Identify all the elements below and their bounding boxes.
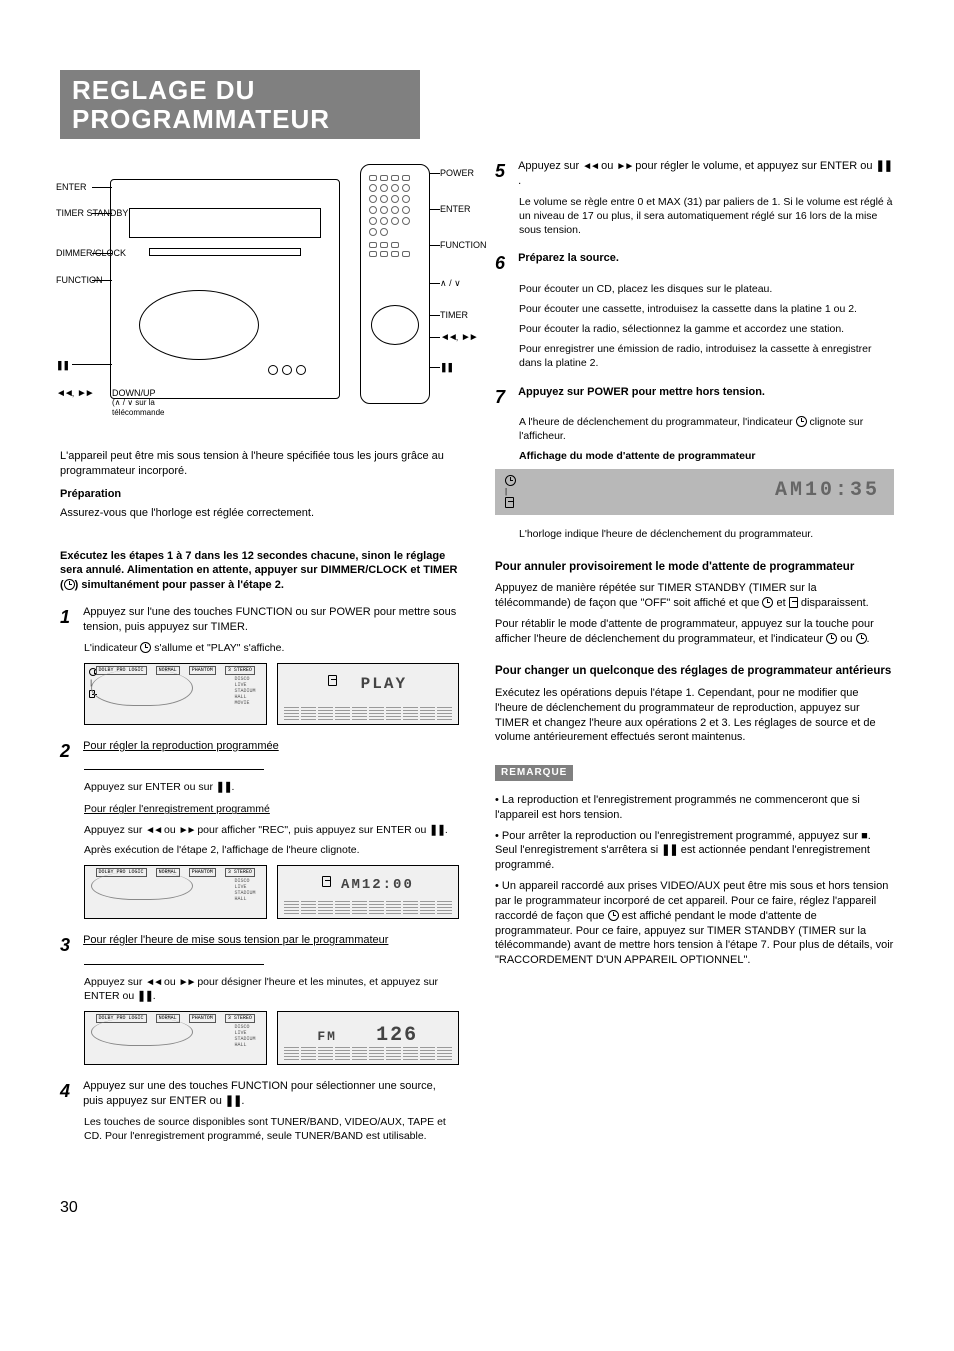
- title-line-1: REGLAGE DU: [72, 76, 400, 105]
- strip-clock-icon: [505, 475, 516, 486]
- remote-callout-function: FUNCTION: [440, 239, 487, 251]
- clock-icon-inline: [140, 642, 151, 653]
- note-2: • Pour arrêter la reproduction ou l'enre…: [495, 829, 894, 874]
- step-6-text: Préparez la source.: [518, 252, 619, 264]
- step-5: 5 Appuyez sur ◄◄ ou ►► pour régler le vo…: [495, 159, 894, 237]
- step-6: 6 Préparez la source. Pour écouter un CD…: [495, 251, 894, 370]
- cancel-heading: Pour annuler provisoirement le mode d'at…: [495, 560, 894, 576]
- step-6-sub-2: Pour écouter une cassette, introduisez l…: [519, 302, 894, 316]
- remote-rewind-icon: ◄◄: [440, 331, 456, 345]
- intro-para-1: L'appareil peut être mis sous tension à …: [60, 449, 459, 479]
- step-5-num: 5: [495, 159, 515, 183]
- remote-callout-timer: TIMER: [440, 309, 468, 321]
- remote-chevron-up-icon: [440, 278, 447, 288]
- remote-pause-icon: ❚❚: [440, 361, 453, 373]
- step-1-sub-b: s'allume et "PLAY" s'affiche.: [154, 642, 284, 654]
- lcd-3a: DOLBY PRO LOGIC NORMAL PHANTOM 3 STEREO …: [84, 1011, 267, 1065]
- lcd-2b-text: AM12:00: [341, 877, 414, 893]
- step-2-head-a: Pour régler la reproduction programmée: [83, 740, 279, 752]
- standby-time: AM10:35: [775, 477, 880, 504]
- step-7-icon-note: A l'heure de déclenchement du programmat…: [519, 415, 894, 443]
- remote-callout-enter: ENTER: [440, 203, 471, 215]
- display-heading: Affichage du mode d'attente de programma…: [519, 450, 755, 462]
- left-column: ENTER TIMER STANDBY DIMMER/CLOCK FUNCTIO…: [60, 159, 459, 1157]
- step-5-sub: Le volume se règle entre 0 et MAX (31) p…: [519, 195, 894, 238]
- lcd-1b: PLAY: [277, 663, 460, 725]
- note-1: • La reproduction et l'enregistrement pr…: [495, 793, 894, 823]
- display-sub: L'horloge indique l'heure de déclencheme…: [519, 527, 894, 541]
- step-1-num: 1: [60, 605, 80, 629]
- step-6-sub-1: Pour écouter un CD, placez les disques s…: [519, 282, 894, 296]
- callout-dimmer-clock: DIMMER/CLOCK: [56, 247, 126, 259]
- callout-enter: ENTER: [56, 181, 87, 193]
- pause-icon: ❚❚: [56, 359, 69, 371]
- lcd-3b-prefix: FM: [317, 1029, 337, 1044]
- step-7-num: 7: [495, 385, 515, 409]
- rewind-icon: ◄◄: [56, 387, 72, 401]
- page-number: 30: [60, 1197, 894, 1219]
- intro-prep-heading: Préparation: [60, 488, 121, 500]
- step-4-text-left: Appuyez sur une des touches FUNCTION pou…: [83, 1079, 458, 1109]
- callout-remote-note-1: sur la: [135, 398, 155, 407]
- step-3: 3 Pour régler l'heure de mise sous tensi…: [60, 933, 459, 1065]
- step-1: 1 Appuyez sur l'une des touches FUNCTION…: [60, 605, 459, 725]
- remarque-tag: REMARQUE: [495, 765, 573, 781]
- step-3-head: Pour régler l'heure de mise sous tension…: [83, 934, 388, 946]
- step-2-text-b: Appuyez sur ENTER ou sur ❚❚.: [84, 780, 459, 794]
- step-7: 7 Appuyez sur POWER pour mettre hors ten…: [495, 385, 894, 542]
- strip-rec-icon: [505, 497, 514, 508]
- remote-chevron-down-icon: [454, 278, 461, 288]
- step-2-head-c: Pour régler l'enregistrement programmé: [84, 803, 270, 815]
- note-3: • Un appareil raccordé aux prises VIDEO/…: [495, 879, 894, 968]
- opening-note: Exécutez les étapes 1 à 7 dans les 12 se…: [60, 550, 457, 592]
- step-1-sub-a: L'indicateur: [84, 642, 137, 654]
- step-3-text: Appuyez sur ◄◄ ou ►► pour désigner l'heu…: [84, 975, 459, 1004]
- step-6-num: 6: [495, 251, 515, 275]
- change-para: Exécutez les opérations depuis l'étape 1…: [495, 686, 894, 745]
- step-1-text: Appuyez sur l'une des touches FUNCTION o…: [83, 605, 458, 635]
- change-heading: Pour changer un quelconque des réglages …: [495, 664, 894, 680]
- step-3-num: 3: [60, 933, 80, 957]
- remote-fastfwd-icon: ►►: [461, 331, 477, 345]
- device-diagram: ENTER TIMER STANDBY DIMMER/CLOCK FUNCTIO…: [60, 159, 459, 419]
- remote-outline: [360, 164, 430, 404]
- remote-callout-power: POWER: [440, 167, 474, 179]
- cancel-para-2: Pour rétablir le mode d'attente de progr…: [495, 617, 894, 647]
- chevron-up-icon: [115, 398, 121, 407]
- step-7-text: Appuyez sur POWER pour mettre hors tensi…: [518, 386, 765, 398]
- step-4-left: 4 Appuyez sur une des touches FUNCTION p…: [60, 1079, 459, 1143]
- clock-icon: [64, 579, 75, 590]
- lcd-2b: AM12:00: [277, 865, 460, 919]
- step-4-num: 4: [60, 1079, 80, 1103]
- lcd-1b-text: PLAY: [361, 675, 407, 693]
- lcd-3b-text: 126: [376, 1024, 418, 1047]
- step-4-sub: Les touches de source disponibles sont T…: [84, 1115, 459, 1143]
- step-2-text-d: Appuyez sur ◄◄ ou ►► pour afficher "REC"…: [84, 823, 459, 838]
- right-column: 5 Appuyez sur ◄◄ ou ►► pour régler le vo…: [495, 159, 894, 1157]
- callout-remote-note-2: télécommande: [112, 408, 164, 419]
- cancel-para-1: Appuyez de manière répétée sur TIMER STA…: [495, 581, 894, 611]
- chevron-down-icon: [127, 398, 133, 407]
- lcd-2a: DOLBY PRO LOGIC NORMAL PHANTOM 3 STEREO …: [84, 865, 267, 919]
- step-2-num: 2: [60, 739, 80, 763]
- main-unit-outline: [110, 179, 340, 399]
- lcd-3b: FM 126: [277, 1011, 460, 1065]
- fastfwd-icon: ►►: [77, 387, 93, 401]
- intro-para-2: Assurez-vous que l'horloge est réglée co…: [60, 506, 459, 521]
- step-6-sub-4: Pour enregistrer une émission de radio, …: [519, 342, 894, 370]
- step-2-text-e: Après exécution de l'étape 2, l'affichag…: [84, 843, 459, 857]
- step-2: 2 Pour régler la reproduction programmée…: [60, 739, 459, 919]
- title-line-2: PROGRAMMATEUR: [72, 105, 400, 134]
- standby-display: | AM10:35: [495, 469, 894, 515]
- step-6-sub-3: Pour écouter la radio, sélectionnez la g…: [519, 322, 894, 336]
- page-title-block: REGLAGE DU PROGRAMMATEUR: [60, 70, 420, 139]
- step-5-text: Appuyez sur ◄◄ ou ►► pour régler le volu…: [518, 159, 893, 189]
- intro-text: L'appareil peut être mis sous tension à …: [60, 449, 459, 520]
- lcd-1a: | DOLBY PRO LOGIC NORMAL PHANTOM 3 STERE…: [84, 663, 267, 725]
